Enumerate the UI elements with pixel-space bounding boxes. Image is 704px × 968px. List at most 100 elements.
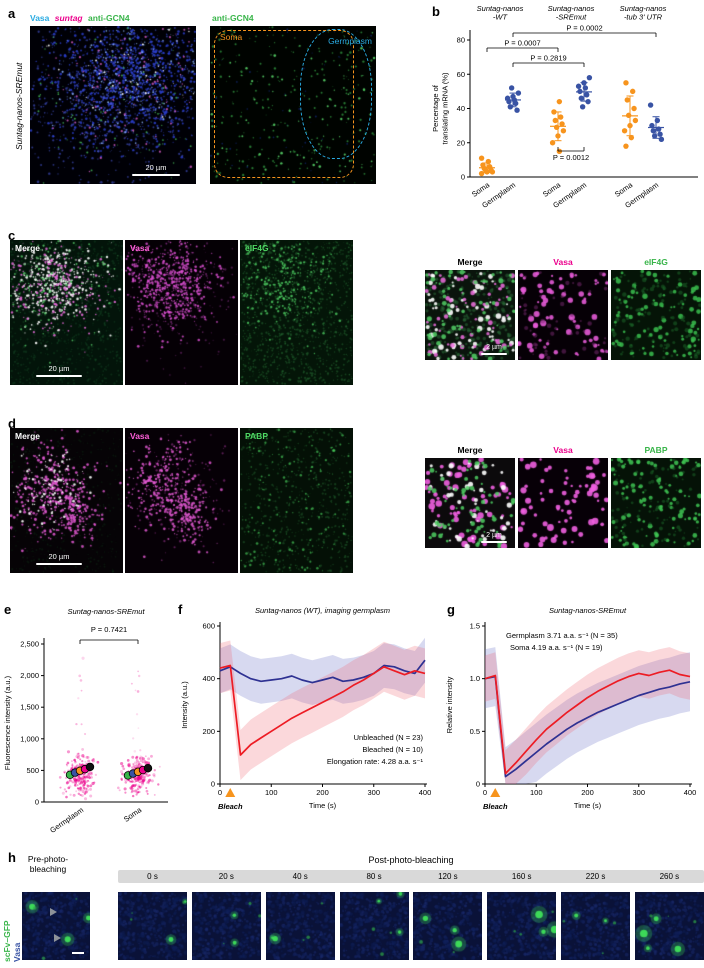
- frap-frame-40s: [265, 892, 335, 960]
- svg-text:2,000: 2,000: [20, 671, 39, 680]
- frap-pre-frame-canvas: [22, 892, 90, 960]
- svg-text:Unbleached (N = 23): Unbleached (N = 23): [354, 733, 424, 742]
- micrograph-d-zoom-vasa-canvas: [518, 458, 608, 548]
- micrograph-d-zoom-merge-canvas: [425, 458, 515, 548]
- panel-e-scatter-plot: Suntag-nanos-SREmut P = 0.7421 0 500 1,000 1,…: [3, 607, 168, 835]
- panel-g-chart: Suntag-nanos-SREmut 0 100 200 300 400 0 0.5 1.0 1…: [440, 600, 704, 845]
- svg-text:400: 400: [684, 788, 697, 797]
- svg-text:P = 0.0002: P = 0.0002: [566, 24, 602, 33]
- svg-text:0: 0: [483, 788, 487, 797]
- micrograph-d-pabp-canvas: [240, 428, 353, 573]
- scalebar-label: 20 µm: [48, 552, 70, 562]
- scalebar-line: [36, 562, 82, 565]
- scalebar-label: 20 µm: [48, 364, 70, 374]
- svg-text:Suntag-nanos-SREmut: Suntag-nanos-SREmut: [549, 606, 627, 615]
- svg-text:P = 0.2819: P = 0.2819: [530, 54, 566, 63]
- panel-e-label: e: [4, 602, 12, 617]
- svg-text:Soma 4.19 a.a. s⁻¹ (N = 19): Soma 4.19 a.a. s⁻¹ (N = 19): [510, 643, 603, 652]
- timepoint-label: 120 s: [438, 872, 458, 881]
- frap-frame-canvas: [265, 892, 335, 960]
- svg-text:P = 0.0007: P = 0.0007: [504, 39, 540, 48]
- svg-text:P = 0.0012: P = 0.0012: [553, 153, 589, 162]
- svg-text:Suntag-nanos: Suntag-nanos: [477, 4, 524, 13]
- frap-frame-canvas: [118, 892, 187, 960]
- image-label-vasa: Vasa: [130, 431, 150, 441]
- svg-text:Suntag-nanos: Suntag-nanos: [620, 4, 667, 13]
- scalebar: 2 µm: [481, 344, 507, 355]
- channel-vasa-label: Vasa: [30, 13, 50, 23]
- arrowhead-icon: [50, 908, 57, 916]
- svg-text:200: 200: [581, 788, 594, 797]
- channel-suntag-label: suntag: [54, 13, 83, 23]
- panel-b-chart: 0 20 40 60 80 Suntag-nanos -WT Suntag-nanos -SRE…: [430, 2, 704, 220]
- micrograph-c-zoom-vasa-canvas: [518, 270, 608, 360]
- svg-text:Time (s): Time (s): [574, 801, 602, 810]
- svg-text:Suntag-nanos: Suntag-nanos: [548, 4, 595, 13]
- svg-text:400: 400: [202, 674, 215, 683]
- image-label-merge: Merge: [15, 243, 41, 253]
- svg-text:1,500: 1,500: [20, 703, 39, 712]
- svg-text:200: 200: [316, 788, 329, 797]
- zoom-label-merge: Merge: [457, 257, 483, 267]
- frap-frame-canvas: [339, 892, 409, 960]
- image-label-pabp: PABP: [245, 431, 268, 441]
- svg-text:2,500: 2,500: [20, 640, 39, 649]
- panel-a-channel-title: Vasa suntag anti-GCN4: [30, 13, 130, 23]
- micrograph-d-zoom-pabp-canvas: [611, 458, 701, 548]
- panel-a-side-label: Suntag-nanos-SREmut: [14, 62, 24, 150]
- micrograph-c-eif4g: eIF4G: [240, 240, 353, 385]
- frap-frame-120s: [413, 892, 483, 960]
- frap-post-frames: [118, 892, 704, 960]
- vasa-label: Vasa: [12, 942, 22, 962]
- micrograph-c-zoom-merge: 2 µm: [425, 270, 515, 360]
- svg-text:Fluorescence intensity (a.u.): Fluorescence intensity (a.u.): [3, 675, 12, 770]
- panel-b-label: b: [432, 4, 440, 19]
- micrograph-d-pabp: PABP: [240, 428, 353, 573]
- timepoint-label: 160 s: [511, 872, 532, 881]
- svg-text:-WT: -WT: [493, 13, 509, 22]
- zoom-label-vasa: Vasa: [553, 445, 573, 455]
- svg-text:Soma: Soma: [122, 805, 144, 824]
- scalebar-line: [132, 173, 180, 176]
- scalebar-line: [481, 352, 507, 355]
- panel-f-chart: Suntag-nanos (WT), imaging germplasm 0 100…: [175, 600, 440, 845]
- svg-text:Suntag-nanos-SREmut: Suntag-nanos-SREmut: [67, 607, 145, 616]
- scalebar: 20 µm: [132, 163, 180, 176]
- svg-text:300: 300: [367, 788, 380, 797]
- svg-text:20: 20: [457, 138, 465, 147]
- svg-text:Relative intensity: Relative intensity: [445, 676, 454, 733]
- frap-frame-260s: [634, 892, 704, 960]
- scalebar-line: [36, 374, 82, 377]
- frap-frame-160s: [487, 892, 557, 960]
- scalebar: 20 µm: [36, 364, 82, 377]
- timepoint-label: 260 s: [659, 872, 680, 881]
- frap-frame-220s: [561, 892, 631, 960]
- scalebar: 20 µm: [36, 552, 82, 565]
- svg-text:-SREmut: -SREmut: [556, 13, 587, 22]
- image-label-merge: Merge: [15, 431, 41, 441]
- soma-label: Soma: [220, 32, 243, 42]
- panel-b-scatter-plot: 020406080Suntag-nanos-WTSuntag-nanos-SRE…: [431, 4, 698, 210]
- svg-text:Elongation rate: 4.28 a.a. s⁻¹: Elongation rate: 4.28 a.a. s⁻¹: [327, 757, 424, 766]
- svg-text:Intensity (a.u.): Intensity (a.u.): [180, 681, 189, 729]
- panel-c-label: c: [8, 228, 16, 243]
- micrograph-d-zoom-pabp: [611, 458, 701, 548]
- scfv-gfp-label: scFv–GFP: [2, 920, 12, 962]
- timepoint-label: 0 s: [147, 872, 158, 881]
- germplasm-outline: [300, 29, 372, 159]
- svg-text:Germplasm: Germplasm: [48, 805, 85, 835]
- panel-g-line-plot: Suntag-nanos-SREmut 0 100 200 300 400 0 0.5 1.0 1…: [445, 606, 697, 811]
- panel-h-label: h: [8, 850, 16, 865]
- timepoint-label: 220 s: [585, 872, 606, 881]
- svg-text:Bleach: Bleach: [483, 802, 508, 811]
- frap-frame-20s: [191, 892, 261, 960]
- scalebar: 2 µm: [481, 532, 507, 543]
- zoom-label-pabp: PABP: [644, 445, 668, 455]
- svg-text:0: 0: [461, 173, 465, 182]
- micrograph-d-zoom-vasa: [518, 458, 608, 548]
- frap-pre-frame: [22, 892, 90, 960]
- scalebar-label: 20 µm: [145, 163, 167, 173]
- pre-bleach-label-line1: Pre-photo-: [27, 854, 69, 864]
- svg-text:80: 80: [457, 36, 465, 45]
- svg-text:Percentage oftranslating mRNA: Percentage oftranslating mRNA (%): [431, 72, 450, 145]
